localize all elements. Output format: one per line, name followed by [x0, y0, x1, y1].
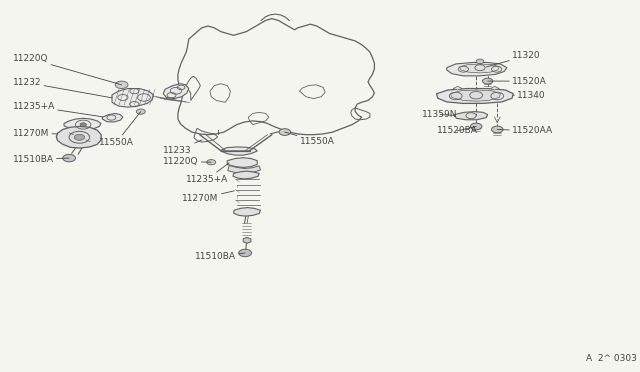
Text: 11359N: 11359N [422, 110, 458, 119]
Polygon shape [233, 171, 259, 179]
Polygon shape [234, 208, 260, 216]
Text: 11235+A: 11235+A [186, 163, 229, 184]
Text: 11270M: 11270M [182, 191, 234, 203]
Circle shape [483, 78, 493, 84]
Polygon shape [112, 89, 154, 107]
Text: 11550A: 11550A [285, 132, 334, 146]
Polygon shape [454, 112, 488, 120]
Text: 11270M: 11270M [13, 129, 58, 138]
Polygon shape [64, 118, 101, 130]
Circle shape [207, 160, 216, 165]
Polygon shape [490, 86, 499, 90]
Text: 11233: 11233 [163, 140, 202, 155]
Circle shape [476, 59, 484, 64]
Circle shape [279, 129, 291, 135]
Text: 11235+A: 11235+A [13, 102, 102, 117]
Polygon shape [228, 166, 260, 173]
Text: 11320: 11320 [486, 51, 541, 67]
Polygon shape [220, 147, 257, 155]
Polygon shape [102, 113, 123, 122]
Text: 11550A: 11550A [99, 112, 141, 147]
Text: 11520AA: 11520AA [497, 126, 553, 135]
Circle shape [63, 154, 76, 162]
Text: 11520A: 11520A [488, 77, 547, 86]
Text: 11510BA: 11510BA [195, 252, 245, 261]
Polygon shape [227, 158, 257, 167]
Polygon shape [163, 84, 189, 99]
Text: A  2^ 0303: A 2^ 0303 [586, 354, 637, 363]
Polygon shape [447, 62, 507, 76]
Text: 11510BA: 11510BA [13, 155, 69, 164]
Text: 11220Q: 11220Q [163, 157, 211, 166]
Circle shape [492, 126, 503, 133]
Polygon shape [460, 64, 499, 73]
Polygon shape [56, 126, 101, 148]
Text: 11520BA: 11520BA [436, 126, 477, 135]
Text: 11232: 11232 [13, 78, 112, 98]
Text: 11220Q: 11220Q [13, 54, 122, 85]
Circle shape [136, 109, 145, 114]
Polygon shape [243, 237, 251, 243]
Polygon shape [453, 86, 462, 90]
Circle shape [470, 123, 482, 130]
Circle shape [80, 123, 86, 126]
Text: 11340: 11340 [513, 91, 546, 100]
Polygon shape [436, 89, 513, 103]
Polygon shape [451, 90, 500, 101]
Circle shape [239, 249, 252, 257]
Circle shape [74, 134, 84, 140]
Circle shape [115, 81, 128, 89]
